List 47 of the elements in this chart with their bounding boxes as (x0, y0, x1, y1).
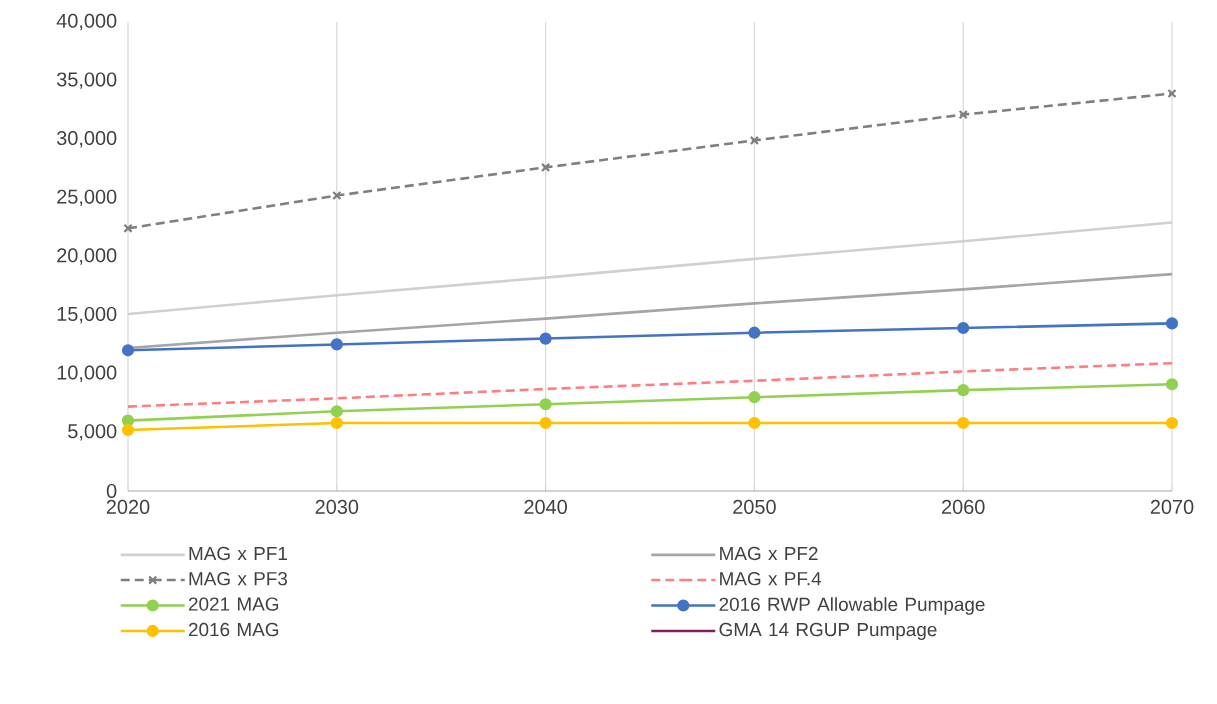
y-tick-label: 0 (106, 483, 117, 499)
legend-label: 2016 MAG (188, 622, 279, 637)
x-tick-label: 2060 (942, 499, 985, 514)
point (539, 416, 552, 430)
x-tick-label: 2020 (106, 499, 150, 514)
y-tick-label: 35,000 (56, 72, 117, 89)
point (1167, 88, 1177, 99)
point (121, 423, 135, 437)
x-tick-label: 2040 (524, 499, 567, 514)
point (332, 190, 342, 201)
point (957, 321, 970, 335)
y-tick-label: 25,000 (57, 189, 117, 207)
point (748, 326, 761, 339)
point (749, 135, 760, 146)
line-series (126, 361, 1174, 408)
x-tick-label: 2050 (733, 499, 776, 514)
legend-label: 2016 RWP Allowable Pumpage (719, 597, 985, 615)
y-tick-label: 10,000 (57, 365, 117, 382)
legend-label: MAG x PF3 (189, 571, 288, 586)
x-tick-label: 2070 (1150, 499, 1194, 514)
point (957, 384, 970, 397)
legend-label: GMA 14 RGUP Pumpage (719, 622, 937, 640)
legend-label: MAG x PF2 (720, 546, 818, 561)
y-tick-label: 5,000 (68, 424, 117, 441)
point (330, 405, 343, 418)
point (1165, 317, 1179, 330)
point (540, 162, 551, 173)
point (539, 332, 552, 345)
y-tick-label: 15,000 (57, 306, 117, 324)
point (748, 416, 761, 430)
y-tick-label: 30,000 (56, 131, 117, 148)
point (330, 338, 343, 351)
point (748, 391, 761, 404)
point (330, 416, 343, 430)
point (957, 416, 970, 430)
point (958, 109, 968, 120)
legend-label: 2021 MAG (188, 597, 279, 611)
point (121, 344, 135, 357)
legend-label: MAG x PF.4 (720, 571, 822, 586)
point (1165, 378, 1179, 391)
point (1165, 416, 1179, 430)
y-tick-label: 20,000 (57, 248, 117, 265)
y-tick-label: 40,000 (56, 13, 117, 31)
legend-label: MAG x PF1 (189, 546, 287, 561)
x-tick-label: 2030 (315, 499, 359, 514)
point (539, 398, 552, 411)
point (123, 223, 133, 233)
